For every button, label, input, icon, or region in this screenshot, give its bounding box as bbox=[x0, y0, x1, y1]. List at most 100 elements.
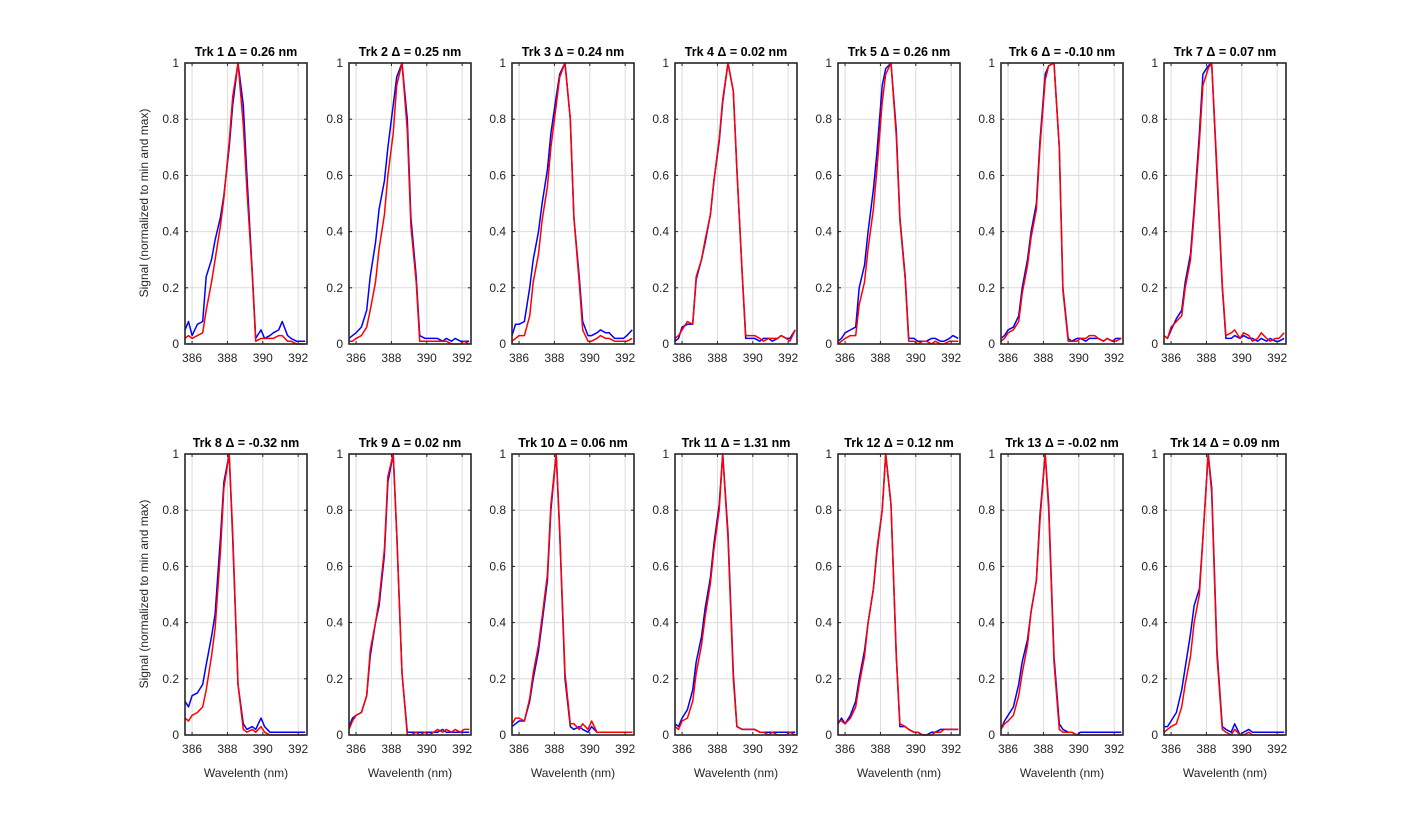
y-axis-label-row-1: Signal (normalized to min and max) bbox=[137, 109, 151, 298]
series-line-2 bbox=[511, 62, 633, 342]
subplot-3: 386 388 390 392 0 0.2 0.4 0.6 0.8 1 Trk 3 Δ = 0.24… bbox=[489, 45, 635, 365]
y-tick-label: 0.8 bbox=[326, 503, 343, 517]
y-tick-label: 1 bbox=[172, 447, 179, 461]
x-tick-label: 388 bbox=[707, 351, 727, 365]
y-tick-label: 0.6 bbox=[489, 559, 506, 573]
subplot-title: Trk 8 Δ = -0.32 nm bbox=[193, 436, 300, 450]
subplot-grid: 386 388 390 392 0 0.2 0.4 0.6 0.8 1 Trk 1 Δ = 0.26… bbox=[162, 45, 1287, 780]
x-tick-label: 390 bbox=[580, 742, 600, 756]
x-tick-label: 388 bbox=[870, 742, 890, 756]
x-tick-label: 392 bbox=[615, 351, 635, 365]
x-tick-label: 390 bbox=[417, 351, 437, 365]
x-tick-label: 392 bbox=[452, 742, 472, 756]
y-tick-label: 0.8 bbox=[326, 112, 343, 126]
x-tick-label: 386 bbox=[998, 351, 1018, 365]
y-tick-label: 0.8 bbox=[652, 112, 669, 126]
y-tick-label: 0.4 bbox=[978, 616, 995, 630]
x-tick-label: 388 bbox=[381, 351, 401, 365]
x-tick-label: 388 bbox=[217, 351, 237, 365]
x-tick-label: 386 bbox=[182, 742, 202, 756]
x-tick-label: 392 bbox=[778, 742, 798, 756]
y-tick-label: 0 bbox=[662, 728, 669, 742]
y-axis-label-row-2: Signal (normalized to min and max) bbox=[137, 500, 151, 689]
x-tick-label: 392 bbox=[941, 351, 961, 365]
x-tick-label: 390 bbox=[253, 742, 273, 756]
subplot-title: Trk 1 Δ = 0.26 nm bbox=[195, 45, 297, 59]
subplot-title: Trk 5 Δ = 0.26 nm bbox=[848, 45, 950, 59]
x-tick-label: 388 bbox=[1196, 742, 1216, 756]
x-tick-label: 386 bbox=[509, 351, 529, 365]
y-tick-label: 1 bbox=[172, 56, 179, 70]
series-line-1 bbox=[674, 62, 796, 342]
y-tick-label: 0.6 bbox=[815, 559, 832, 573]
subplot-11: 386 388 390 392 0 0.2 0.4 0.6 0.8 1 Trk 11 Δ = 1.3… bbox=[652, 436, 798, 780]
x-tick-label: 388 bbox=[1033, 742, 1053, 756]
y-tick-label: 0.2 bbox=[652, 672, 669, 686]
y-tick-label: 0.8 bbox=[815, 503, 832, 517]
x-axis-label: Wavelenth (nm) bbox=[1183, 766, 1267, 780]
x-tick-label: 392 bbox=[1267, 742, 1287, 756]
x-axis-label: Wavelenth (nm) bbox=[857, 766, 941, 780]
subplot-title: Trk 14 Δ = 0.09 nm bbox=[1170, 436, 1279, 450]
series-line-2 bbox=[184, 62, 306, 345]
x-tick-label: 386 bbox=[835, 742, 855, 756]
x-tick-label: 390 bbox=[253, 351, 273, 365]
subplot-title: Trk 11 Δ = 1.31 nm bbox=[682, 436, 791, 450]
y-tick-label: 0.2 bbox=[815, 281, 832, 295]
y-tick-label: 0.6 bbox=[162, 168, 179, 182]
axes-box bbox=[184, 453, 308, 736]
axes-box bbox=[837, 62, 961, 345]
axes-box bbox=[511, 453, 635, 736]
y-tick-label: 0.2 bbox=[162, 672, 179, 686]
subplot-title: Trk 3 Δ = 0.24 nm bbox=[522, 45, 624, 59]
y-tick-label: 0 bbox=[825, 337, 832, 351]
series-line-2 bbox=[184, 453, 306, 736]
x-tick-label: 388 bbox=[544, 351, 564, 365]
y-tick-label: 0.8 bbox=[489, 112, 506, 126]
y-tick-label: 0.4 bbox=[652, 225, 669, 239]
axes-box bbox=[511, 62, 635, 345]
y-tick-label: 1 bbox=[1151, 447, 1158, 461]
y-tick-label: 0.4 bbox=[489, 225, 506, 239]
y-tick-label: 0.6 bbox=[1141, 168, 1158, 182]
y-tick-label: 0.8 bbox=[978, 112, 995, 126]
series-line-1 bbox=[348, 62, 470, 342]
x-tick-label: 392 bbox=[288, 742, 308, 756]
x-axis-label: Wavelenth (nm) bbox=[368, 766, 452, 780]
series-line-2 bbox=[348, 453, 470, 736]
y-tick-label: 0.4 bbox=[326, 225, 343, 239]
y-tick-label: 0.2 bbox=[489, 281, 506, 295]
axes-box bbox=[1000, 62, 1124, 345]
subplot-13: 386 388 390 392 0 0.2 0.4 0.6 0.8 1 Trk 13 Δ = -0.… bbox=[978, 436, 1124, 780]
x-tick-label: 388 bbox=[217, 742, 237, 756]
y-tick-label: 0.4 bbox=[162, 225, 179, 239]
y-tick-label: 0.6 bbox=[1141, 559, 1158, 573]
y-tick-label: 0 bbox=[988, 337, 995, 351]
axes-box bbox=[1163, 453, 1287, 736]
x-tick-label: 392 bbox=[288, 351, 308, 365]
x-tick-label: 386 bbox=[998, 742, 1018, 756]
x-tick-label: 386 bbox=[346, 742, 366, 756]
y-tick-label: 0.6 bbox=[326, 168, 343, 182]
x-tick-label: 388 bbox=[870, 351, 890, 365]
series-line-1 bbox=[184, 453, 306, 733]
y-tick-label: 0.4 bbox=[1141, 225, 1158, 239]
y-tick-label: 0.4 bbox=[652, 616, 669, 630]
y-tick-label: 1 bbox=[988, 56, 995, 70]
subplot-title: Trk 2 Δ = 0.25 nm bbox=[359, 45, 461, 59]
series-line-1 bbox=[511, 62, 633, 340]
x-tick-label: 390 bbox=[417, 742, 437, 756]
y-tick-label: 0.6 bbox=[652, 559, 669, 573]
series-line-2 bbox=[674, 62, 796, 342]
y-tick-label: 0.4 bbox=[326, 616, 343, 630]
y-tick-label: 0.2 bbox=[326, 281, 343, 295]
subplot-title: Trk 9 Δ = 0.02 nm bbox=[359, 436, 461, 450]
y-tick-label: 0.8 bbox=[815, 112, 832, 126]
y-tick-label: 1 bbox=[662, 447, 669, 461]
series-line-2 bbox=[349, 62, 470, 345]
y-tick-label: 0.2 bbox=[489, 672, 506, 686]
axes-box bbox=[348, 453, 472, 736]
subplot-title: Trk 4 Δ = 0.02 nm bbox=[685, 45, 787, 59]
x-tick-label: 392 bbox=[1104, 351, 1124, 365]
